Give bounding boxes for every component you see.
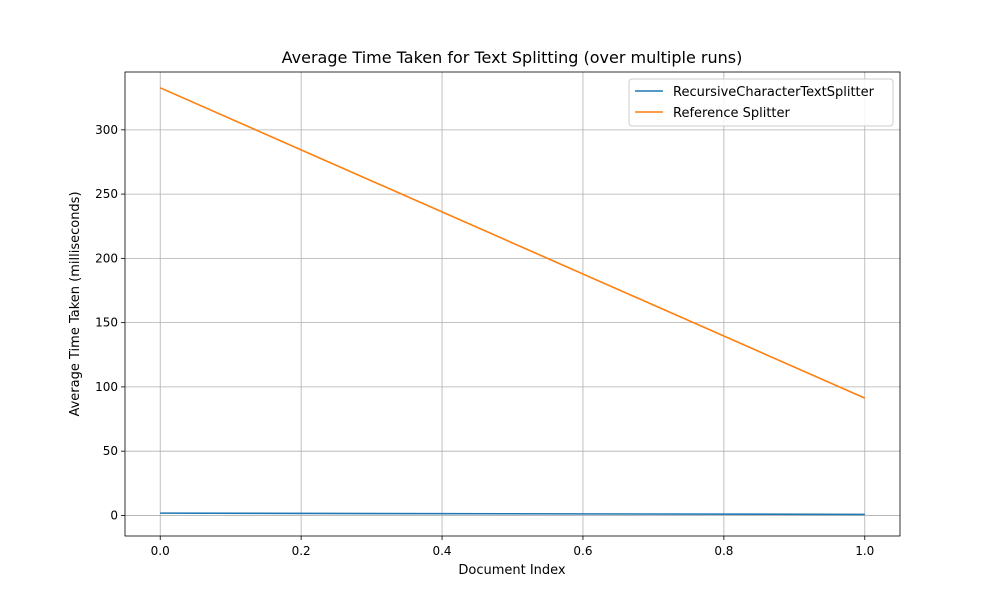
plot-frame [124,71,901,537]
legend-label-1: Reference Splitter [673,106,791,121]
x-tick-label: 0.8 [714,544,733,558]
series-line-0 [160,512,865,516]
series-lines [159,87,866,516]
y-axis-label: Average Time Taken (milliseconds) [68,191,83,416]
x-axis: 0.0 0.2 0.4 0.6 0.8 1.0 [151,536,874,558]
y-tick-label: 250 [95,187,118,201]
grid [125,72,900,536]
x-tick-label: 1.0 [855,544,874,558]
x-tick-label: 0.2 [292,544,311,558]
x-tick-label: 0.6 [573,544,592,558]
y-tick-label: 50 [103,444,118,458]
x-tick-label: 0.4 [432,544,451,558]
y-tick-label: 300 [95,123,118,137]
x-axis-label: Document Index [458,563,566,578]
legend: RecursiveCharacterTextSplitter Reference … [628,78,894,127]
x-tick-label: 0.0 [151,544,170,558]
y-tick-label: 150 [95,316,118,330]
chart-title: Average Time Taken for Text Splitting (o… [282,48,743,67]
legend-label-0: RecursiveCharacterTextSplitter [673,85,875,100]
legend-box [628,78,894,127]
y-axis: 0 50 100 150 200 250 300 [95,123,125,522]
y-tick-label: 0 [110,508,118,522]
series-line-1 [159,87,866,399]
y-tick-label: 200 [95,251,118,265]
y-tick-label: 100 [95,380,118,394]
